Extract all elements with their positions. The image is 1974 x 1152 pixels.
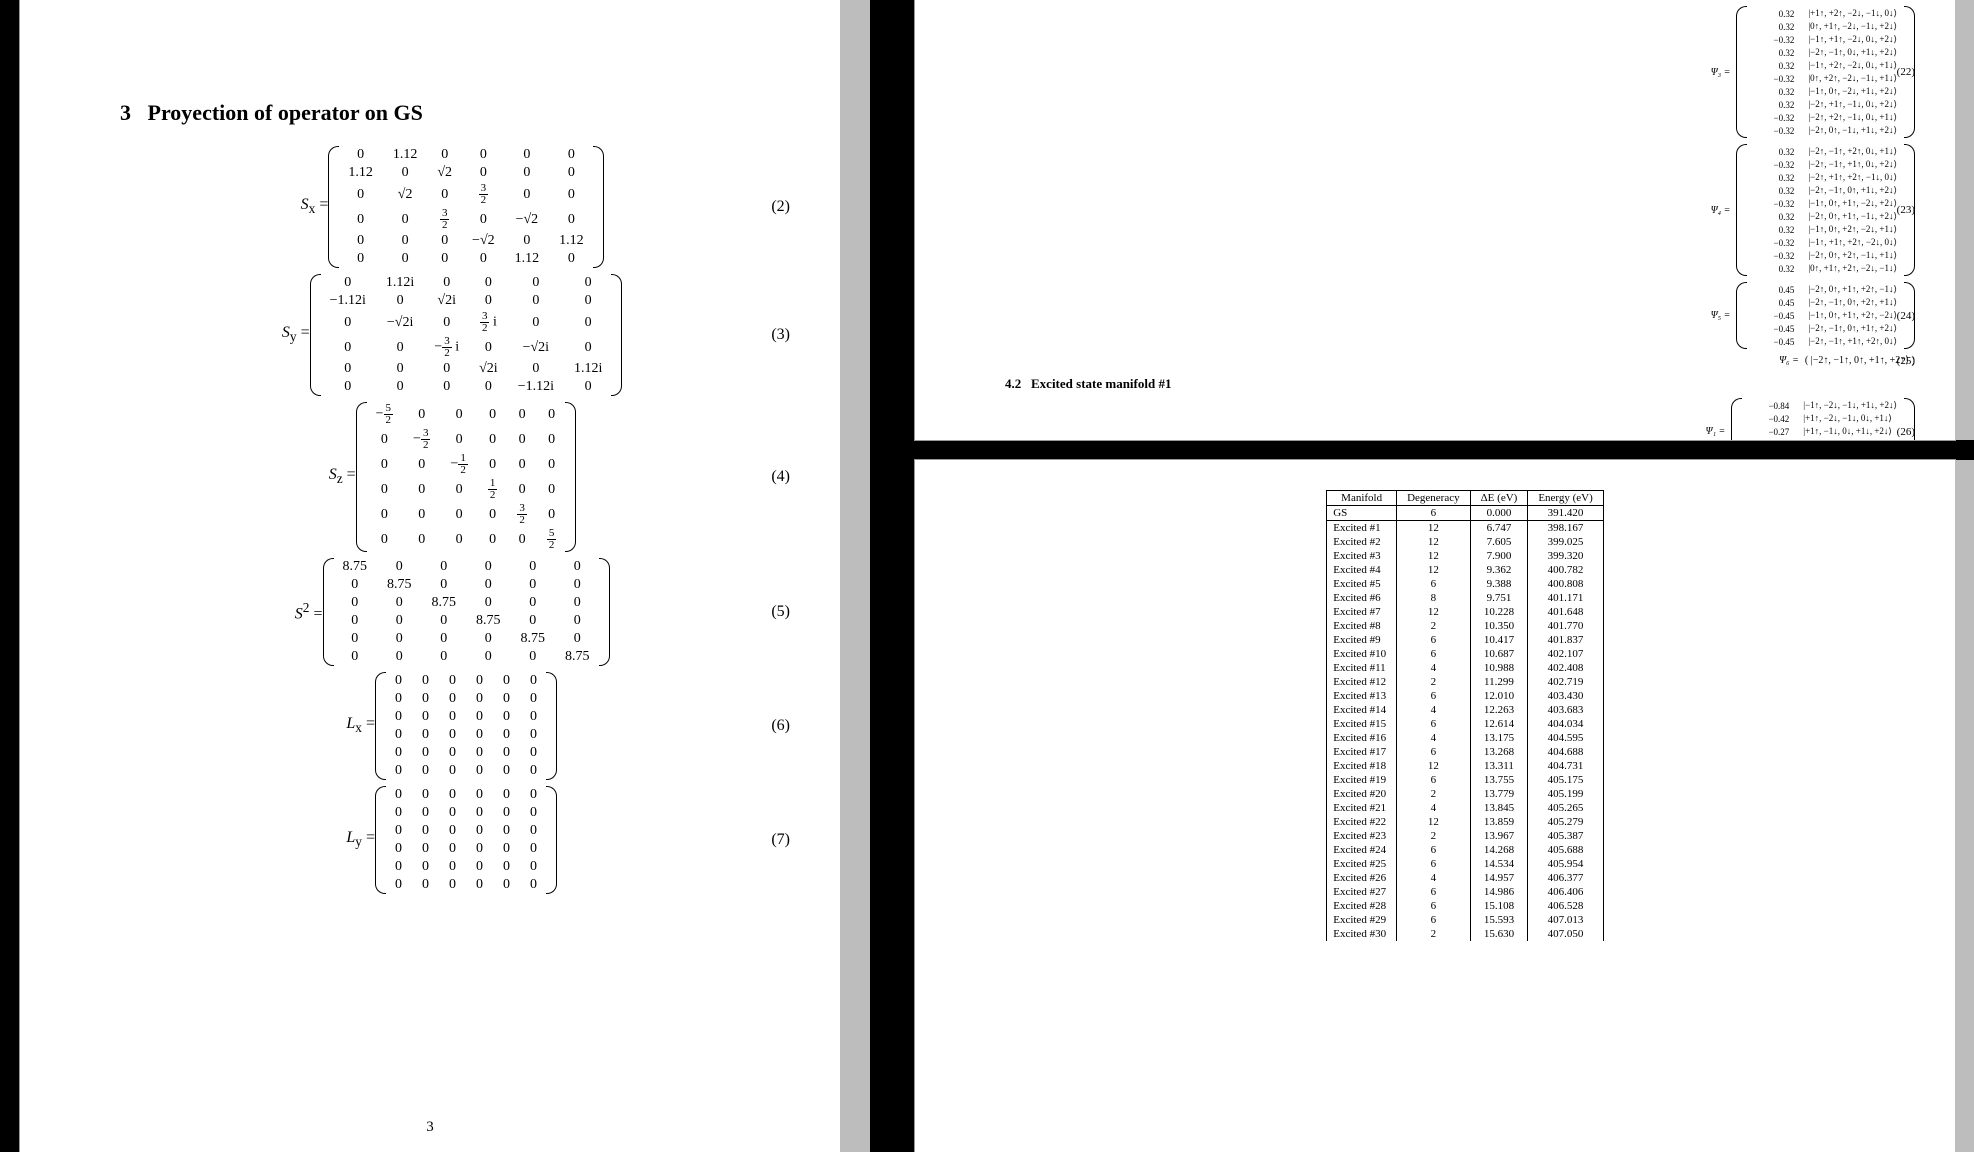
equation-number: (6) [771, 717, 790, 735]
matrix: 000000000000000000000000000000000000 [375, 786, 557, 894]
subsection-heading: 4.2 Excited state manifold #1 [1005, 376, 1915, 392]
table-row: Excited #2127.605399.025 [1327, 535, 1604, 549]
page-number: 3 [20, 1119, 840, 1136]
table-row: Excited #12211.299402.719 [1327, 675, 1604, 689]
table-row: Excited #16413.175404.595 [1327, 731, 1604, 745]
table-row: Excited #26414.957406.377 [1327, 871, 1604, 885]
psi-label: Ψ₆ = [1779, 355, 1799, 366]
equation-number: (23) [1897, 204, 1915, 216]
psi-excited: Ψ₁ = −0.84|−1↑, −2↓, −1↓, +1↓, +2↓⟩−0.42… [975, 398, 1915, 440]
equation-number: (22) [1897, 66, 1915, 78]
equation-list: Sx = 01.1200001.120√20000√20320000320−√2… [120, 146, 780, 894]
table-row: Excited #14412.263403.683 [1327, 703, 1604, 717]
table-row: Excited #23213.967405.387 [1327, 829, 1604, 843]
equation-number: (2) [771, 198, 790, 216]
table-row: Excited #8210.350401.770 [1327, 619, 1604, 633]
equation-number: (7) [771, 831, 790, 849]
page-2: Ψ₃ = 0.32|+1↑, +2↑, −2↓, −1↓, 0↓⟩0.32|0↑… [915, 0, 1955, 440]
table-row: Excited #221213.859405.279 [1327, 815, 1604, 829]
table-header: ΔE (eV) [1470, 491, 1528, 506]
psi-list: Ψ₃ = 0.32|+1↑, +2↑, −2↓, −1↓, 0↓⟩0.32|0↑… [975, 6, 1915, 366]
matrix: 000000000000000000000000000000000000 [375, 672, 557, 780]
psi-equation: Ψ₅ = 0.45|−2↑, 0↑, +1↑, +2↑, −1↓⟩0.45|−2… [975, 282, 1915, 349]
equation: Sx = 01.1200001.120√20000√20320000320−√2… [120, 146, 780, 268]
table-row: Excited #569.388400.808 [1327, 577, 1604, 591]
equation-number: (5) [771, 603, 790, 621]
equation-label: S2 = [291, 600, 323, 623]
equation-number: (3) [771, 326, 790, 344]
equation: Sy = 01.12i0000−1.12i0√2i0000−√2i032 i00… [120, 274, 780, 396]
matrix: 01.1200001.120√20000√20320000320−√20000−… [328, 146, 603, 268]
table-row: Excited #71210.228401.648 [1327, 605, 1604, 619]
matrix: −52000000−32000000−120000001200000032000… [356, 402, 577, 552]
table-row: Excited #13612.010403.430 [1327, 689, 1604, 703]
equation: Ly = 00000000000000000000000000000000000… [120, 786, 780, 894]
table-row: Excited #29615.593407.013 [1327, 913, 1604, 927]
table-row: Excited #21413.845405.265 [1327, 801, 1604, 815]
scrollbar-shade [1955, 460, 1974, 1152]
equation-number: (26) [1897, 426, 1915, 438]
table-row: Excited #15612.614404.034 [1327, 717, 1604, 731]
table-row: Excited #27614.986406.406 [1327, 885, 1604, 899]
psi-label: Ψ₁ = [1706, 426, 1726, 437]
psi-label: Ψ₄ = [1711, 205, 1731, 216]
psi-equation: Ψ₄ = 0.32|−2↑, −1↑, +2↑, 0↓, +1↓⟩−0.32|−… [975, 144, 1915, 276]
equation-number: (25) [1897, 355, 1915, 367]
table-row: Excited #19613.755405.175 [1327, 773, 1604, 787]
section-heading: 3 Proyection of operator on GS [120, 100, 780, 126]
table-row: Excited #9610.417401.837 [1327, 633, 1604, 647]
page-1: 3 Proyection of operator on GS Sx = 01.1… [20, 0, 840, 1152]
stage: 3 Proyection of operator on GS Sx = 01.1… [0, 0, 1974, 1152]
matrix: 8.750000008.750000008.750000008.75000000… [323, 558, 610, 666]
psi-equation: Ψ₁ = −0.84|−1↑, −2↓, −1↓, +1↓, +2↓⟩−0.42… [975, 398, 1915, 440]
equation-label: Sz = [324, 466, 356, 487]
table-row: Excited #3127.900399.320 [1327, 549, 1604, 563]
section-number: 3 [120, 100, 131, 125]
section-title: Proyection of operator on GS [148, 100, 423, 125]
table-header: Energy (eV) [1528, 491, 1603, 506]
table-header: Manifold [1327, 491, 1397, 506]
equation-label: Sx = [296, 196, 328, 217]
table-row: Excited #17613.268404.688 [1327, 745, 1604, 759]
page-3: ManifoldDegeneracyΔE (eV)Energy (eV)GS60… [915, 460, 1955, 1152]
equation-label: Ly = [343, 829, 375, 850]
table-header: Degeneracy [1397, 491, 1471, 506]
table-row: Excited #11410.988402.408 [1327, 661, 1604, 675]
table-row: Excited #181213.311404.731 [1327, 759, 1604, 773]
table-row: GS60.000391.420 [1327, 506, 1604, 521]
table-row: Excited #20213.779405.199 [1327, 787, 1604, 801]
table-row: Excited #689.751401.171 [1327, 591, 1604, 605]
equation-number: (4) [771, 468, 790, 486]
psi-label: Ψ₅ = [1711, 310, 1731, 321]
equation-label: Lx = [343, 715, 375, 736]
energy-table: ManifoldDegeneracyΔE (eV)Energy (eV)GS60… [1326, 490, 1604, 941]
psi-label: Ψ₃ = [1711, 67, 1731, 78]
scrollbar-shade [840, 0, 870, 1152]
table-row: Excited #28615.108406.528 [1327, 899, 1604, 913]
table-row: Excited #1126.747398.167 [1327, 521, 1604, 536]
scrollbar-shade [1955, 0, 1974, 440]
table-row: Excited #10610.687402.107 [1327, 647, 1604, 661]
equation-number: (24) [1897, 310, 1915, 322]
psi-equation: Ψ₃ = 0.32|+1↑, +2↑, −2↓, −1↓, 0↓⟩0.32|0↑… [975, 6, 1915, 138]
equation: Sz = −52000000−32000000−1200000012000000… [120, 402, 780, 552]
matrix: 01.12i0000−1.12i0√2i0000−√2i032 i0000−32… [310, 274, 623, 396]
subsection-title: Excited state manifold #1 [1031, 376, 1171, 391]
equation: Lx = 00000000000000000000000000000000000… [120, 672, 780, 780]
table-row: Excited #30215.630407.050 [1327, 927, 1604, 941]
equation: S2 = 8.750000008.750000008.750000008.750… [120, 558, 780, 666]
psi-equation: Ψ₆ = ( |−2↑, −1↑, 0↑, +1↑, +2↑⟩ ) (25) [975, 355, 1915, 366]
equation-label: Sy = [278, 324, 310, 345]
table-row: Excited #25614.534405.954 [1327, 857, 1604, 871]
table-row: Excited #24614.268405.688 [1327, 843, 1604, 857]
table-row: Excited #4129.362400.782 [1327, 563, 1604, 577]
subsection-number: 4.2 [1005, 376, 1021, 391]
